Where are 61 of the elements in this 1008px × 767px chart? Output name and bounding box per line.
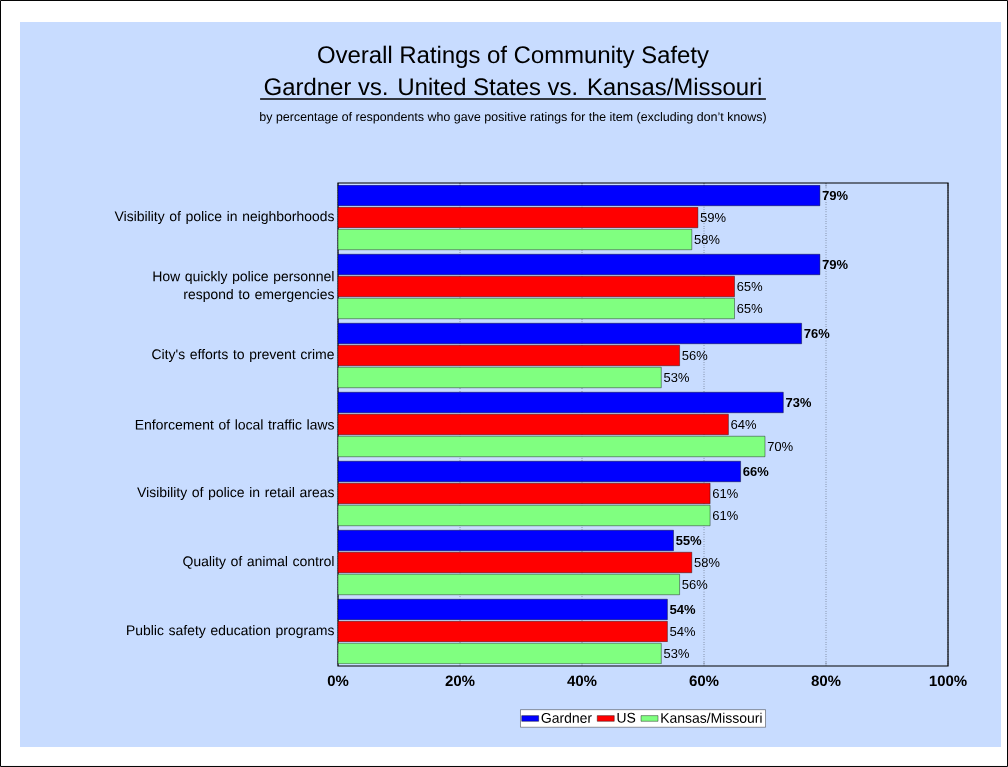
- data-label: 55%: [676, 535, 702, 546]
- data-label: 65%: [737, 281, 763, 292]
- data-label: 73%: [786, 397, 812, 408]
- data-label: 58%: [694, 557, 720, 568]
- y-tick-label: City's efforts to prevent crime: [152, 348, 334, 362]
- bar: [338, 461, 741, 482]
- y-tick-label: Public safety education programs: [127, 624, 334, 638]
- bar: [338, 345, 680, 366]
- bar: [338, 254, 821, 275]
- data-label: 56%: [682, 350, 708, 361]
- bar: [338, 229, 693, 250]
- data-label: 54%: [670, 626, 696, 637]
- data-label: 59%: [700, 212, 726, 223]
- data-label: 70%: [767, 441, 793, 452]
- x-tick-label: 0%: [327, 675, 349, 687]
- x-tick-label: 60%: [689, 675, 719, 687]
- data-label: 58%: [694, 234, 720, 245]
- bar: [338, 185, 820, 206]
- data-label: 65%: [737, 303, 763, 314]
- y-tick-label: Visibility of police in neighborhoods: [114, 210, 334, 224]
- data-label: 79%: [822, 190, 848, 201]
- bar: [338, 643, 662, 664]
- data-label: 56%: [682, 579, 708, 590]
- text: by percentage of respondents who gave positive ratings for the item (excluding don’t knows): [260, 111, 766, 124]
- x-tick-label: 100%: [929, 675, 967, 687]
- bar: [338, 298, 735, 319]
- data-label: 54%: [670, 604, 696, 615]
- chart-subtitle: Gardner vs. United States vs. Kansas/Missouri: [264, 77, 761, 96]
- x-tick-label: 80%: [811, 675, 841, 687]
- bar: [338, 414, 729, 435]
- bar: [338, 574, 680, 595]
- bar: [338, 599, 668, 620]
- legend-label: Kansas/Missouri: [661, 712, 762, 723]
- chart-title: Overall Ratings of Community Safety: [318, 45, 709, 68]
- bar: [338, 621, 668, 642]
- bar: [338, 207, 699, 228]
- data-label: 61%: [712, 488, 738, 499]
- bar: [338, 392, 784, 413]
- legend-label: US: [617, 712, 636, 723]
- bar: [338, 530, 674, 551]
- y-tick-label: Visibility of police in retail areas: [137, 486, 334, 500]
- y-tick-label: Quality of animal control: [183, 555, 334, 569]
- data-label: 53%: [664, 648, 689, 659]
- bar: [338, 367, 662, 388]
- bar: [338, 552, 693, 573]
- y-tick-label: How quickly police personnel respond to emergencies: [153, 271, 334, 302]
- data-label: 61%: [712, 510, 738, 521]
- data-label: 53%: [664, 372, 689, 383]
- x-tick-label: 20%: [445, 675, 475, 687]
- y-tick-label: Enforcement of local traffic laws: [135, 419, 334, 430]
- bar: [338, 436, 766, 457]
- legend-label: Gardner: [541, 712, 592, 723]
- bar: [338, 483, 711, 504]
- data-label: 64%: [731, 419, 757, 430]
- data-label: 76%: [804, 328, 830, 339]
- data-label: 66%: [743, 466, 769, 477]
- bar: [338, 276, 735, 297]
- x-tick-label: 40%: [567, 675, 597, 687]
- data-label: 79%: [822, 259, 848, 270]
- bar: [338, 323, 802, 344]
- bar: [338, 505, 711, 526]
